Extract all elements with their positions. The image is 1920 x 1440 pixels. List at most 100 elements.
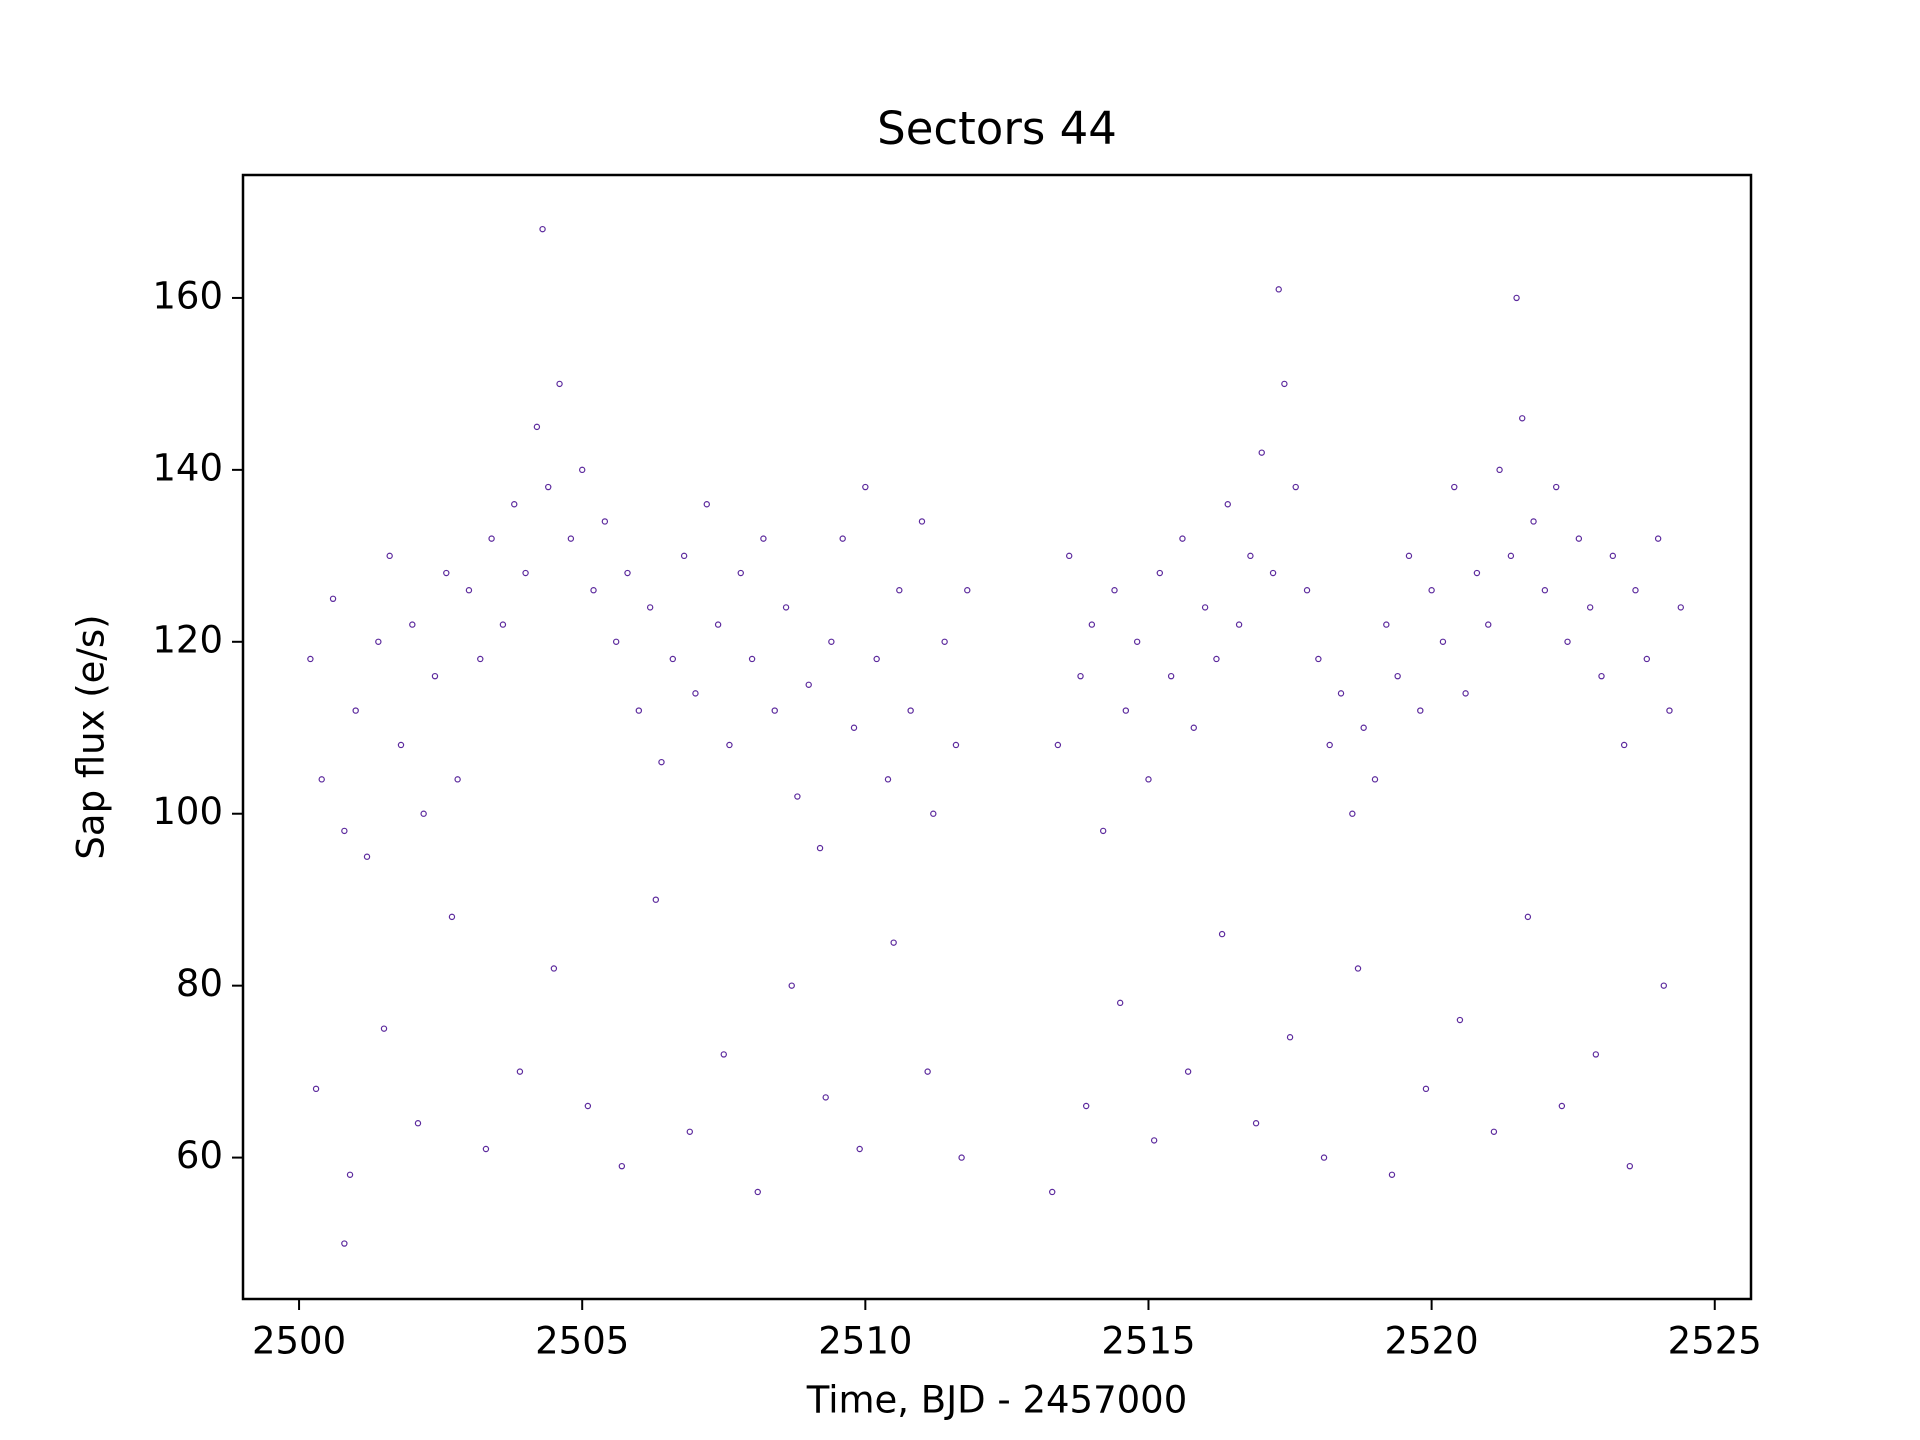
data-point: [646, 604, 654, 611]
data-point: [754, 1188, 761, 1196]
data-point: [1513, 294, 1520, 302]
data-point: [618, 1162, 626, 1170]
y-axis-label: Sap flux (e/s): [70, 614, 113, 859]
data-point: [1405, 552, 1413, 560]
data-point: [771, 707, 778, 714]
data-point: [1451, 483, 1458, 491]
data-point: [550, 965, 558, 972]
data-point: [1235, 621, 1243, 628]
data-point: [907, 707, 914, 714]
data-point: [1145, 776, 1152, 783]
data-point: [748, 655, 756, 663]
data-point: [1388, 1171, 1396, 1178]
data-point: [1275, 286, 1282, 293]
data-point: [488, 535, 495, 542]
data-point: [1286, 1034, 1294, 1041]
data-point: [1213, 655, 1220, 663]
data-point: [1066, 552, 1073, 560]
data-point: [1524, 913, 1532, 921]
data-point: [1133, 638, 1141, 645]
data-point: [318, 776, 325, 783]
data-point: [1383, 621, 1390, 628]
data-point: [1116, 999, 1124, 1007]
data-point: [1258, 449, 1265, 456]
data-point: [1218, 930, 1226, 938]
data-point: [499, 621, 507, 628]
data-point: [601, 518, 609, 525]
data-point: [1054, 741, 1062, 749]
data-point: [307, 655, 314, 663]
data-point: [397, 741, 405, 749]
data-point: [1150, 1137, 1158, 1144]
y-tick-label: 120: [152, 618, 223, 661]
data-point: [1354, 965, 1362, 972]
data-point: [352, 707, 359, 714]
data-point: [652, 896, 660, 903]
data-point: [1349, 810, 1356, 817]
data-point: [346, 1171, 354, 1178]
data-point: [1088, 621, 1096, 628]
data-point: [703, 501, 710, 508]
y-tick-label: 140: [152, 446, 223, 489]
data-point: [856, 1145, 863, 1153]
data-point: [1111, 587, 1118, 594]
data-point: [1592, 1051, 1600, 1058]
data-point: [1049, 1188, 1056, 1196]
data-point: [1224, 501, 1231, 508]
data-point: [584, 1102, 592, 1110]
data-point: [1677, 604, 1684, 611]
data-point: [760, 535, 767, 542]
data-point: [1184, 1068, 1192, 1075]
data-point: [726, 741, 733, 749]
data-point: [669, 655, 677, 663]
data-point: [1394, 672, 1401, 680]
data-point: [1507, 552, 1515, 560]
data-point: [805, 681, 812, 688]
data-point: [1320, 1154, 1328, 1161]
y-tick-label: 60: [176, 1134, 223, 1177]
data-point: [890, 939, 897, 946]
data-point: [635, 707, 643, 714]
data-point: [828, 638, 835, 645]
data-point: [692, 690, 699, 697]
x-tick-label: 2500: [252, 1320, 346, 1363]
axes-frame: [241, 173, 1753, 1301]
data-point: [918, 518, 926, 525]
data-point: [1082, 1102, 1090, 1110]
data-point: [1473, 569, 1481, 577]
data-point: [714, 621, 722, 628]
data-point: [896, 587, 903, 594]
data-point: [884, 776, 892, 783]
data-point: [1654, 535, 1662, 542]
data-point: [952, 741, 960, 749]
data-point: [1660, 982, 1667, 989]
data-point: [556, 380, 563, 388]
data-point: [1122, 707, 1130, 714]
data-point: [1099, 827, 1107, 835]
data-point: [477, 655, 484, 663]
data-point: [363, 853, 371, 860]
data-point: [1252, 1120, 1260, 1127]
data-point: [782, 604, 790, 611]
data-point: [1190, 724, 1197, 731]
data-point: [533, 423, 541, 431]
data-point: [443, 569, 450, 577]
data-point: [788, 982, 795, 989]
data-point: [1201, 604, 1209, 611]
data-point: [1586, 604, 1594, 611]
data-point: [1156, 569, 1164, 577]
data-point: [941, 638, 948, 645]
data-point: [794, 793, 801, 800]
data-point: [386, 552, 393, 560]
data-point: [1666, 707, 1673, 714]
data-point: [375, 638, 382, 645]
data-point: [924, 1068, 931, 1075]
data-point: [873, 655, 880, 663]
data-point: [1632, 587, 1639, 594]
data-point: [1337, 690, 1345, 697]
data-point: [1609, 552, 1617, 560]
data-point: [612, 638, 620, 645]
data-point: [409, 621, 416, 628]
